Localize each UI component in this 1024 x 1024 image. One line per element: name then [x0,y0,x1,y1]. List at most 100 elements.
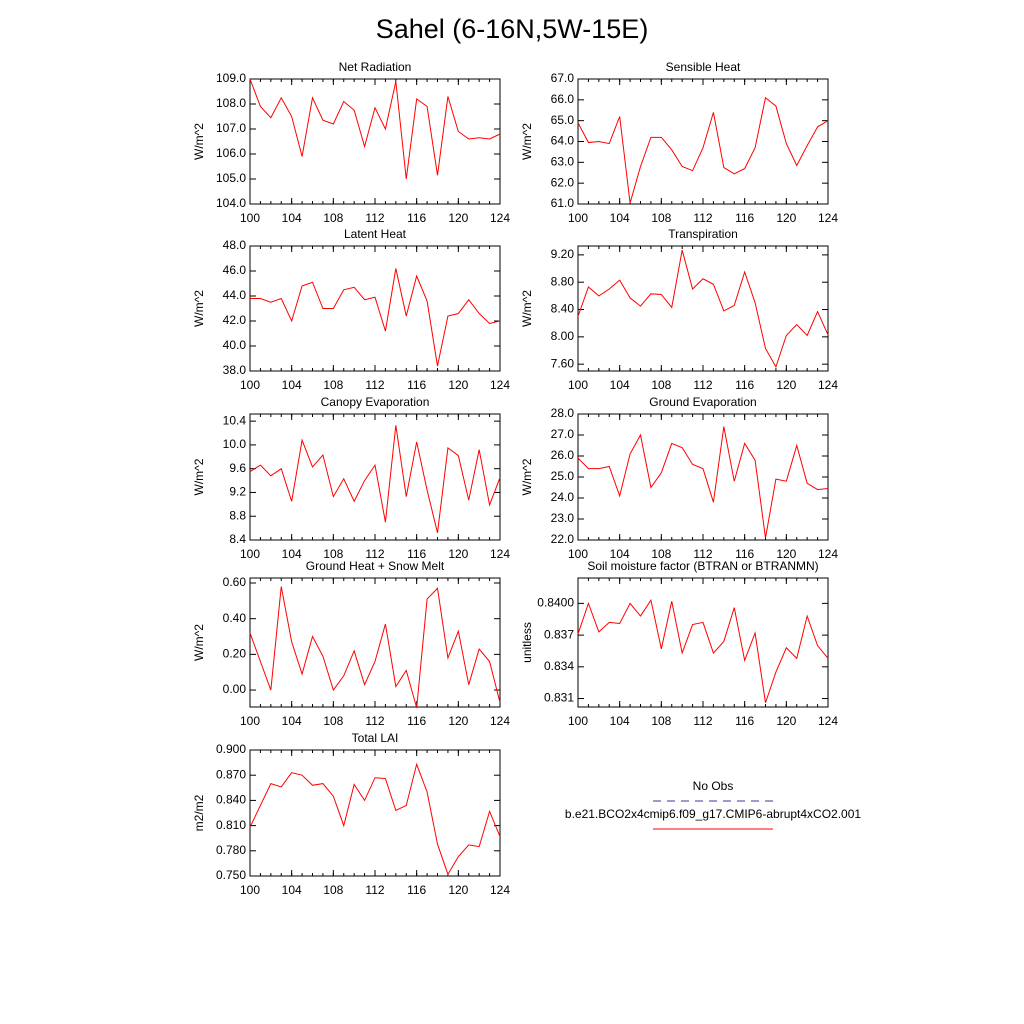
data-line [249,425,501,533]
y-axis-label: W/m^2 [192,458,206,495]
y-tick-label: 25.0 [551,469,575,483]
x-tick-label: 104 [610,547,630,561]
x-tick-label: 120 [448,547,468,561]
y-tick-label: 62.0 [551,175,575,189]
x-tick-label: 120 [776,714,796,728]
y-tick-label: 0.870 [216,767,246,781]
x-tick-label: 112 [693,211,712,225]
y-tick-label: 107.0 [216,121,246,135]
x-tick-label: 116 [735,211,754,225]
x-tick-label: 100 [568,378,588,392]
y-tick-label: 63.0 [551,155,575,169]
x-tick-label: 120 [448,714,468,728]
x-tick-label: 116 [407,378,426,392]
y-tick-label: 0.831 [544,691,574,705]
y-axis-label: unitless [520,622,534,663]
y-tick-label: 0.20 [223,647,247,661]
x-tick-label: 116 [735,714,754,728]
y-tick-label: 108.0 [216,96,246,110]
x-tick-label: 100 [240,378,260,392]
y-tick-label: 0.840 [216,793,246,807]
x-tick-label: 112 [365,211,384,225]
legend-label: b.e21.BCO2x4cmip6.f09_g17.CMIP6-abrupt4x… [565,807,861,821]
y-tick-label: 8.00 [551,329,575,343]
x-tick-label: 120 [448,211,468,225]
x-tick-label: 124 [818,547,838,561]
y-tick-label: 65.0 [551,113,575,127]
y-tick-label: 66.0 [551,92,575,106]
y-tick-label: 0.810 [216,818,246,832]
y-tick-label: 109.0 [216,71,246,85]
x-tick-label: 104 [282,211,302,225]
data-line [577,426,829,538]
x-tick-label: 100 [568,547,588,561]
y-tick-label: 8.8 [229,508,246,522]
panel-title: Total LAI [352,731,399,745]
x-tick-label: 100 [240,714,260,728]
x-tick-label: 108 [323,378,343,392]
x-tick-label: 104 [610,714,630,728]
y-tick-label: 44.0 [223,288,247,302]
y-tick-label: 38.0 [223,363,247,377]
x-tick-label: 104 [282,378,302,392]
y-tick-label: 8.4 [229,532,246,546]
panel-title: Soil moisture factor (BTRAN or BTRANMN) [587,559,818,573]
y-tick-label: 105.0 [216,171,246,185]
x-tick-label: 120 [776,378,796,392]
y-axis-label: W/m^2 [192,624,206,661]
y-tick-label: 0.8400 [537,596,574,610]
data-line [250,268,501,367]
x-tick-label: 116 [735,547,754,561]
y-tick-label: 26.0 [551,448,575,462]
x-tick-label: 104 [282,883,302,897]
x-tick-label: 100 [240,211,260,225]
x-tick-label: 108 [651,378,671,392]
x-tick-label: 120 [448,378,468,392]
y-tick-label: 9.6 [229,461,246,475]
plot-frame [249,78,501,205]
x-tick-label: 116 [407,883,426,897]
data-line [249,586,501,709]
y-tick-label: 61.0 [551,196,575,210]
y-tick-label: 27.0 [551,427,575,441]
x-tick-label: 104 [610,211,630,225]
y-tick-label: 24.0 [551,490,575,504]
x-tick-label: 112 [365,714,384,728]
y-tick-label: 0.750 [216,868,246,882]
y-tick-label: 9.2 [229,485,246,499]
plot-frame [577,577,829,708]
x-tick-label: 100 [240,547,260,561]
y-tick-label: 0.834 [544,659,574,673]
data-line [249,762,501,876]
y-tick-label: 10.4 [223,413,247,427]
y-tick-label: 8.80 [551,274,575,288]
y-tick-label: 0.00 [223,682,247,696]
y-tick-label: 7.60 [551,356,575,370]
x-tick-label: 112 [365,547,384,561]
y-tick-label: 48.0 [223,238,247,252]
x-tick-label: 120 [448,883,468,897]
x-tick-label: 124 [490,211,510,225]
y-axis-label: W/m^2 [520,458,534,495]
x-tick-label: 100 [568,714,588,728]
y-tick-label: 0.60 [223,575,247,589]
x-tick-label: 104 [610,378,630,392]
data-line [577,598,829,703]
x-tick-label: 116 [735,378,754,392]
y-tick-label: 67.0 [551,71,575,85]
panel-title: Ground Heat + Snow Melt [306,559,445,573]
x-tick-label: 108 [323,883,343,897]
panel-title: Canopy Evaporation [321,395,430,409]
x-tick-label: 120 [776,547,796,561]
x-tick-label: 116 [407,211,426,225]
plot-frame [249,749,501,877]
x-tick-label: 124 [818,211,838,225]
y-tick-label: 28.0 [551,406,575,420]
panel-title: Transpiration [668,227,738,241]
x-tick-label: 108 [323,211,343,225]
y-axis-label: W/m^2 [520,123,534,160]
y-axis-label: W/m^2 [192,290,206,327]
y-tick-label: 8.40 [551,302,575,316]
